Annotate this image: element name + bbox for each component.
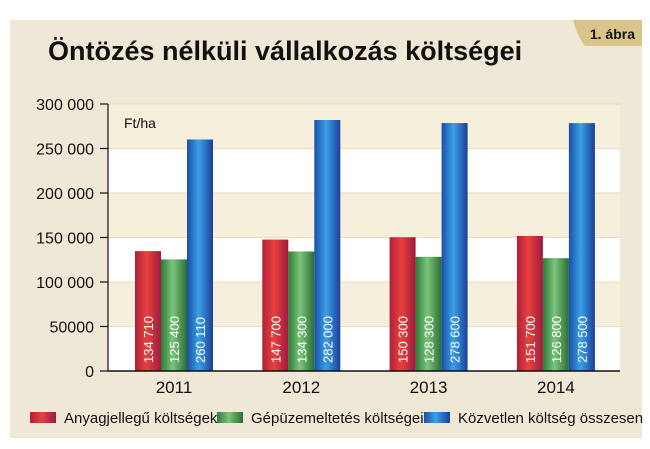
bar-value-label: 134 710 (141, 316, 156, 363)
y-tick-label: 150 000 (36, 231, 94, 248)
bar-value-label: 128 300 (422, 316, 437, 363)
bar (187, 139, 213, 371)
grid-band (108, 104, 620, 149)
bar-value-label: 151 700 (523, 316, 538, 363)
x-tick-label: 2014 (537, 378, 575, 397)
bar-value-label: 125 400 (167, 316, 182, 363)
bar (135, 251, 161, 371)
bar-value-label: 278 500 (575, 316, 590, 363)
chart-title: Öntözés nélküli vállalkozás költségei (48, 36, 522, 66)
bar (441, 123, 468, 372)
bar-value-label: 126 800 (549, 316, 564, 363)
legend-label: Gépüzemeltetés költségei (251, 410, 424, 427)
legend-swatch (217, 412, 243, 423)
x-tick-label: 2011 (156, 378, 193, 397)
bar (389, 237, 416, 371)
bar-value-label: 134 300 (294, 316, 309, 363)
legend-swatch (424, 412, 450, 423)
x-tick-label: 2012 (282, 378, 320, 397)
bar (516, 235, 543, 371)
bar-value-label: 282 000 (320, 316, 335, 363)
bar (314, 120, 341, 372)
bar (415, 256, 442, 371)
y-tick-label: 250 000 (36, 142, 94, 159)
grid-band (108, 148, 620, 193)
y-tick-label: 300 000 (36, 97, 94, 114)
y-tick-label: 200 000 (36, 186, 94, 203)
legend-label: Közvetlen költség összesen (458, 410, 643, 427)
bar-value-label: 147 700 (268, 316, 283, 363)
bar (288, 251, 315, 371)
y-tick-label: 50000 (50, 320, 95, 337)
legend-swatch (30, 412, 56, 423)
bar (161, 259, 187, 371)
figure-label: 1. ábra (590, 26, 635, 42)
y-tick-label: 100 000 (36, 275, 94, 292)
y-tick-label: 0 (85, 364, 94, 381)
unit-label: Ft/ha (124, 115, 156, 131)
legend-label: Anyagjellegű költségek (64, 410, 218, 427)
figure-label-tab (573, 20, 642, 46)
bar (262, 239, 289, 371)
bar-value-label: 260 110 (193, 317, 208, 363)
grid-band (108, 193, 620, 238)
bar (568, 123, 595, 371)
bar-value-label: 150 300 (396, 316, 411, 363)
x-tick-label: 2013 (410, 378, 448, 397)
bar-value-label: 278 600 (448, 316, 463, 363)
bar (542, 258, 569, 371)
